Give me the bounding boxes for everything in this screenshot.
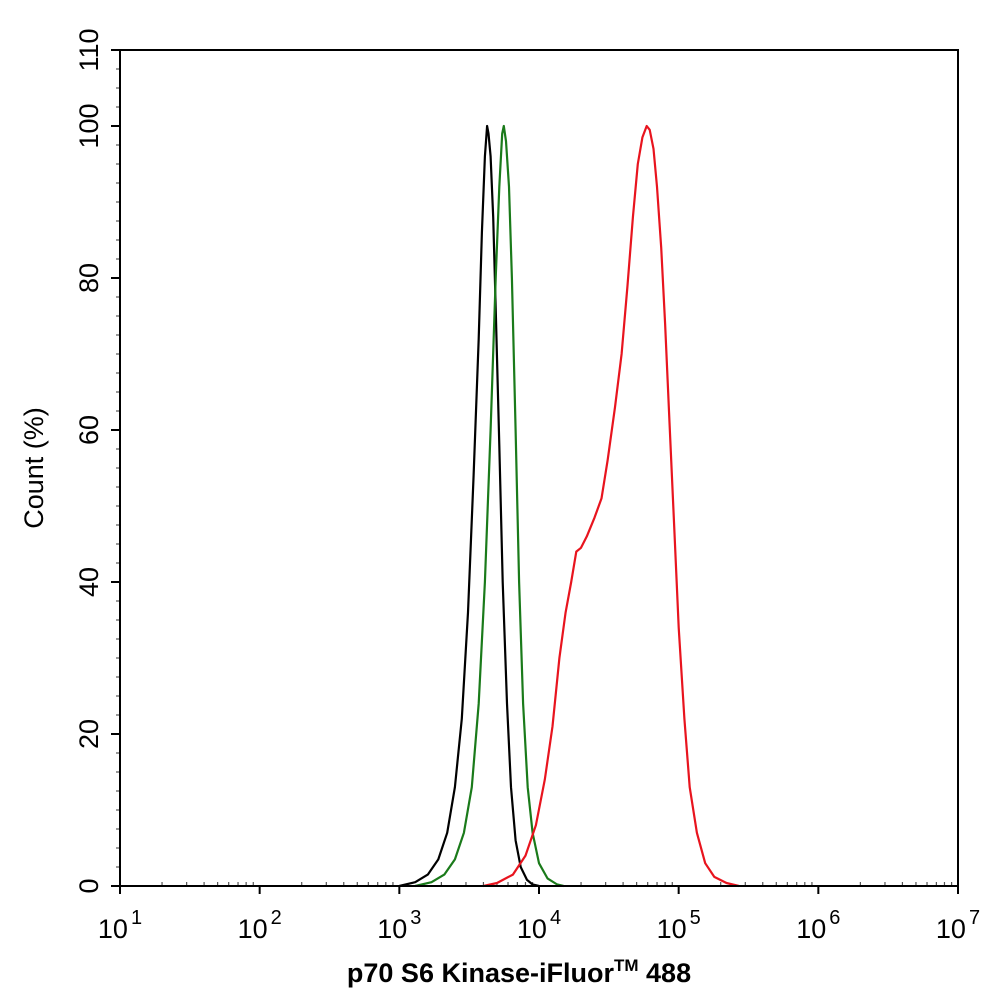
- x-tick-base: 10: [98, 914, 128, 944]
- y-tick-label: 60: [74, 415, 104, 445]
- series-layer: [399, 124, 740, 888]
- x-axis-title-end: 488: [639, 958, 692, 988]
- y-axis-title: Count (%): [19, 407, 49, 529]
- y-tick-label: 80: [74, 263, 104, 293]
- x-tick-exponent: 6: [829, 907, 840, 929]
- x-tick-exponent: 3: [410, 907, 421, 929]
- x-tick-base: 10: [796, 914, 826, 944]
- series-line-2: [414, 124, 564, 888]
- x-tick-exponent: 5: [690, 907, 701, 929]
- x-tick-label: 10 2: [238, 907, 282, 944]
- minor-ticks: [116, 49, 953, 887]
- y-tick-label: 110: [74, 28, 104, 71]
- x-tick-base: 10: [377, 914, 407, 944]
- x-axis-title-main: p70 S6 Kinase-iFluor: [347, 958, 615, 988]
- x-tick-label: 10 6: [796, 907, 840, 944]
- y-tick-labels: 0 20 40 60 80 100 110: [74, 28, 104, 893]
- x-axis-title: p70 S6 Kinase-iFluorTM 488: [347, 956, 691, 988]
- x-tick-label: 10 7: [936, 907, 980, 944]
- x-axis-title-sup: TM: [614, 956, 639, 975]
- x-tick-base: 10: [936, 914, 966, 944]
- x-tick-exponent: 4: [550, 907, 561, 929]
- x-tick-base: 10: [238, 914, 268, 944]
- x-tick-exponent: 1: [131, 907, 142, 929]
- x-tick-exponent: 7: [969, 907, 980, 929]
- x-tick-label: 10 4: [517, 907, 561, 944]
- plot-frame: [119, 49, 959, 887]
- y-tick-label: 20: [74, 719, 104, 749]
- major-ticks: [111, 49, 959, 894]
- y-tick-label: 100: [74, 103, 104, 148]
- x-tick-label: 10 3: [377, 907, 421, 944]
- series-line-3: [483, 124, 740, 888]
- x-tick-label: 10 5: [657, 907, 701, 944]
- x-tick-base: 10: [657, 914, 687, 944]
- y-tick-label: 40: [74, 567, 104, 597]
- y-tick-label: 0: [74, 878, 104, 893]
- x-tick-base: 10: [517, 914, 547, 944]
- x-tick-exponent: 2: [271, 907, 282, 929]
- series-line-1: [399, 124, 540, 888]
- x-tick-label: 10 1: [98, 907, 142, 944]
- x-tick-labels: 10 1 10 2 10 3 10 4 10 5 10 6 10 7: [98, 907, 980, 944]
